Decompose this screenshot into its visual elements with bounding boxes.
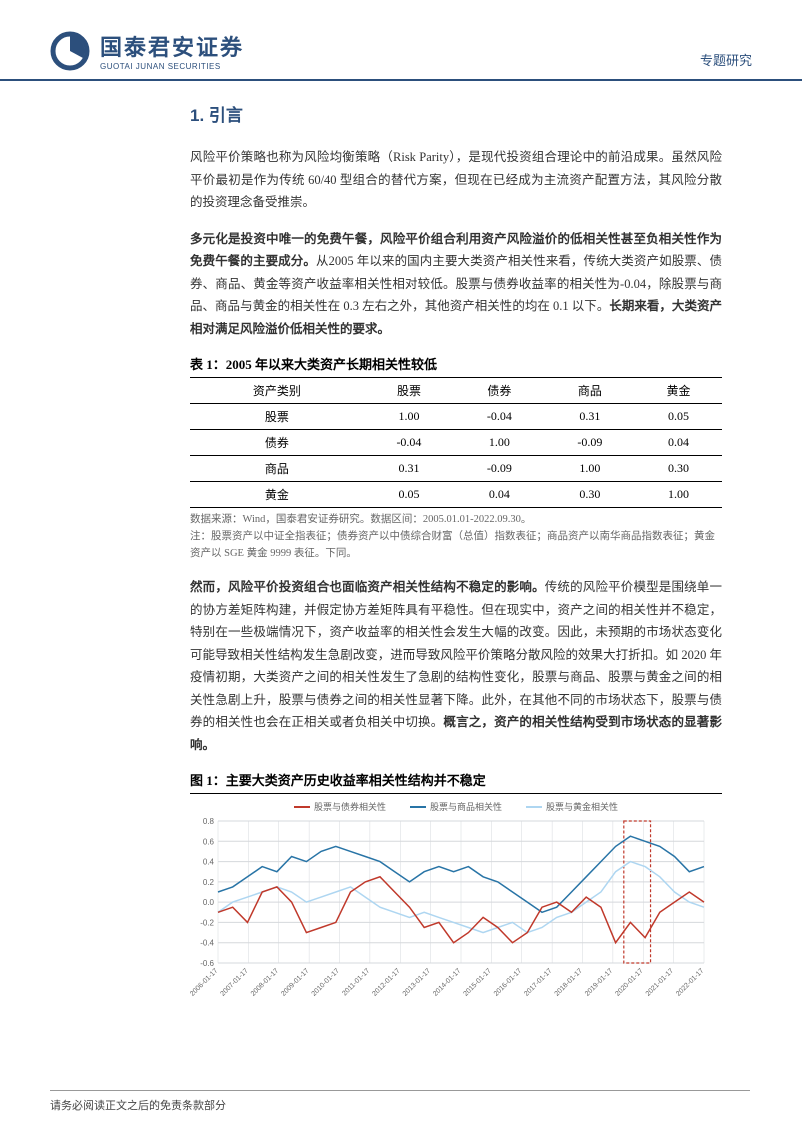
- svg-text:0.4: 0.4: [203, 858, 215, 867]
- svg-text:0.8: 0.8: [203, 817, 215, 826]
- table-header-cell: 股票: [364, 378, 454, 404]
- disclaimer-text: 请务必阅读正文之后的免责条款部分: [50, 1100, 226, 1112]
- table-cell: 0.30: [545, 482, 635, 508]
- logo-text-en: GUOTAI JUNAN SECURITIES: [100, 62, 244, 71]
- para3-lead: 然而，风险平价投资组合也面临资产相关性结构不稳定的影响。: [190, 580, 545, 594]
- table-note-2: 注：股票资产以中证全指表征；债券资产以中债综合财富（总值）指数表征；商品资产以南…: [190, 529, 722, 563]
- table-row: 商品0.31-0.091.000.30: [190, 456, 722, 482]
- table-row: 股票1.00-0.040.310.05: [190, 404, 722, 430]
- legend-label: 股票与债券相关性: [314, 800, 386, 813]
- page-content: 1. 引言 风险平价策略也称为风险均衡策略（Risk Parity），是现代投资…: [0, 81, 802, 1012]
- doc-type-label: 专题研究: [700, 50, 752, 71]
- table-cell: 1.00: [454, 430, 544, 456]
- table-cell: 0.31: [364, 456, 454, 482]
- table-cell: 0.05: [635, 404, 722, 430]
- table-cell: 0.04: [454, 482, 544, 508]
- legend-item: 股票与黄金相关性: [526, 800, 618, 813]
- table-header-cell: 债券: [454, 378, 544, 404]
- table-header-cell: 资产类别: [190, 378, 364, 404]
- logo-text-cn: 国泰君安证券: [100, 30, 244, 62]
- chart-legend: 股票与债券相关性 股票与商品相关性 股票与黄金相关性: [190, 800, 722, 813]
- legend-swatch: [410, 806, 426, 808]
- para3-body: 传统的风险平价模型是围绕单一的协方差矩阵构建，并假定协方差矩阵具有平稳性。但在现…: [190, 580, 722, 729]
- paragraph-1: 风险平价策略也称为风险均衡策略（Risk Parity），是现代投资组合理论中的…: [190, 146, 722, 214]
- legend-item: 股票与商品相关性: [410, 800, 502, 813]
- table-cell: 1.00: [545, 456, 635, 482]
- table-row: 黄金0.050.040.301.00: [190, 482, 722, 508]
- svg-text:-0.2: -0.2: [200, 919, 214, 928]
- table-cell: -0.09: [454, 456, 544, 482]
- svg-text:-0.6: -0.6: [200, 959, 214, 968]
- table-cell: 0.04: [635, 430, 722, 456]
- page-footer: 请务必阅读正文之后的免责条款部分: [50, 1090, 750, 1113]
- table-row: 债券-0.041.00-0.090.04: [190, 430, 722, 456]
- table-cell: -0.04: [364, 430, 454, 456]
- table-cell: 1.00: [364, 404, 454, 430]
- table-cell: -0.04: [454, 404, 544, 430]
- paragraph-2: 多元化是投资中唯一的免费午餐，风险平价组合利用资产风险溢价的低相关性甚至负相关性…: [190, 228, 722, 341]
- figure-caption: 图 1：主要大类资产历史收益率相关性结构并不稳定: [190, 770, 722, 789]
- legend-swatch: [294, 806, 310, 808]
- legend-label: 股票与黄金相关性: [546, 800, 618, 813]
- svg-text:0.6: 0.6: [203, 838, 215, 847]
- table-header-cell: 黄金: [635, 378, 722, 404]
- correlation-chart: -0.6-0.4-0.20.00.20.40.60.82006-01-17200…: [190, 817, 710, 1007]
- legend-label: 股票与商品相关性: [430, 800, 502, 813]
- company-logo-icon: [50, 31, 90, 71]
- table-cell: 0.05: [364, 482, 454, 508]
- table-cell: 0.31: [545, 404, 635, 430]
- table-header-cell: 商品: [545, 378, 635, 404]
- logo-block: 国泰君安证券 GUOTAI JUNAN SECURITIES: [50, 30, 244, 71]
- table-note: 数据来源：Wind，国泰君安证券研究。数据区间：2005.01.01-2022.…: [190, 512, 722, 562]
- legend-swatch: [526, 806, 542, 808]
- section-title: 1. 引言: [190, 101, 722, 126]
- table-cell: 1.00: [635, 482, 722, 508]
- table-cell: 0.30: [635, 456, 722, 482]
- table-cell: 黄金: [190, 482, 364, 508]
- svg-text:0.2: 0.2: [203, 878, 215, 887]
- table-cell: -0.09: [545, 430, 635, 456]
- table-caption: 表 1：2005 年以来大类资产长期相关性较低: [190, 354, 722, 373]
- legend-item: 股票与债券相关性: [294, 800, 386, 813]
- paragraph-3: 然而，风险平价投资组合也面临资产相关性结构不稳定的影响。传统的风险平价模型是围绕…: [190, 576, 722, 756]
- svg-text:0.0: 0.0: [203, 899, 215, 908]
- correlation-table: 资产类别股票债券商品黄金 股票1.00-0.040.310.05债券-0.041…: [190, 377, 722, 508]
- table-cell: 股票: [190, 404, 364, 430]
- page-header: 国泰君安证券 GUOTAI JUNAN SECURITIES 专题研究: [0, 0, 802, 81]
- table-cell: 商品: [190, 456, 364, 482]
- table-cell: 债券: [190, 430, 364, 456]
- chart-container: 股票与债券相关性 股票与商品相关性 股票与黄金相关性 -0.6 -0.4 -0.2 0.0…: [190, 793, 722, 1012]
- svg-text:-0.4: -0.4: [200, 939, 214, 948]
- table-note-1: 数据来源：Wind，国泰君安证券研究。数据区间：2005.01.01-2022.…: [190, 512, 722, 529]
